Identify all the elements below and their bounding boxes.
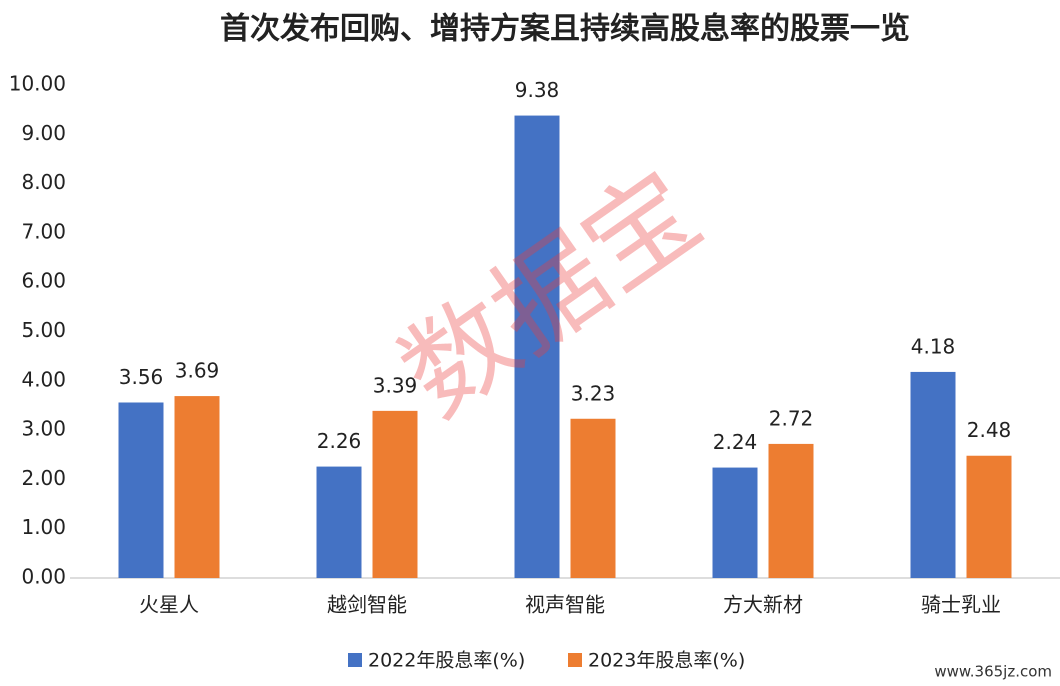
y-tick-label: 0.00 (21, 565, 66, 589)
bar (514, 115, 560, 578)
data-label: 3.69 (175, 359, 220, 383)
legend-label: 2022年股息率(%) (368, 650, 525, 672)
y-tick-label: 10.00 (9, 72, 66, 96)
x-tick-label: 骑士乳业 (921, 593, 1001, 617)
legend-label: 2023年股息率(%) (588, 650, 745, 672)
data-label: 2.48 (967, 418, 1012, 442)
y-tick-label: 5.00 (21, 318, 66, 342)
data-label: 2.26 (317, 429, 362, 453)
chart-title: 首次发布回购、增持方案且持续高股息率的股票一览 (220, 12, 910, 47)
data-label: 3.39 (373, 373, 418, 397)
y-tick-label: 3.00 (21, 417, 66, 441)
data-label: 3.56 (119, 365, 164, 389)
data-label: 4.18 (911, 334, 956, 358)
data-label: 9.38 (515, 78, 560, 102)
bar (118, 402, 164, 578)
y-tick-label: 1.00 (21, 515, 66, 539)
bar (174, 396, 220, 578)
bar (712, 467, 758, 578)
bar (316, 466, 362, 578)
x-tick-label: 火星人 (139, 593, 199, 617)
y-tick-label: 9.00 (21, 121, 66, 145)
bar (910, 371, 956, 578)
data-label: 2.24 (713, 430, 758, 454)
legend-swatch (348, 653, 362, 667)
y-tick-label: 6.00 (21, 269, 66, 293)
x-tick-label: 方大新材 (723, 593, 803, 617)
y-tick-label: 7.00 (21, 219, 66, 243)
y-tick-label: 2.00 (21, 466, 66, 490)
y-tick-label: 4.00 (21, 367, 66, 391)
y-tick-label: 8.00 (21, 170, 66, 194)
bar (966, 455, 1012, 578)
data-label: 3.23 (571, 381, 616, 405)
source: www.365jz.com (934, 663, 1052, 681)
bar (372, 410, 418, 578)
data-label: 2.72 (769, 406, 814, 430)
legend-swatch (568, 653, 582, 667)
bar (768, 443, 814, 578)
bar (570, 418, 616, 578)
x-tick-label: 越剑智能 (327, 593, 407, 617)
x-tick-label: 视声智能 (525, 593, 605, 617)
